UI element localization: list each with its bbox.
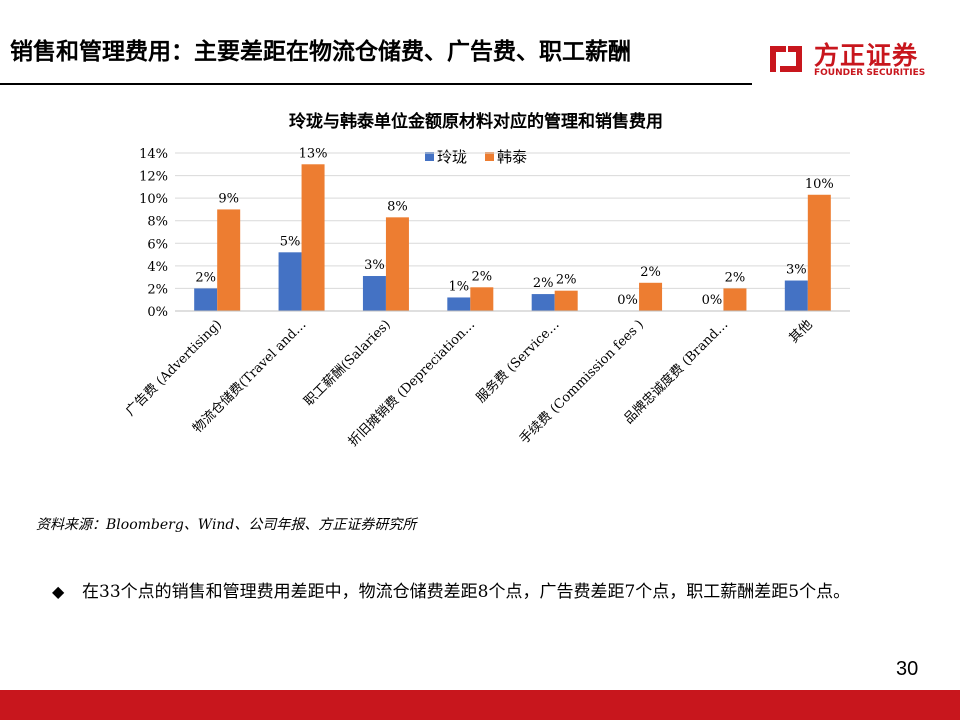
data-label: 9% (218, 191, 239, 206)
data-label: 0% (702, 293, 723, 308)
data-label: 3% (364, 258, 385, 273)
y-tick-label: 10% (139, 192, 168, 207)
chart-bars: 2%5%3%1% 2%0% 0%3%9%13%8%2% 2%2% 2%10% (194, 146, 834, 311)
x-axis: 广告费 (Advertising)物流仓储费(Travel and…职工薪酬(S… (123, 310, 850, 450)
data-label: 3% (786, 263, 807, 278)
data-label: 2% (472, 269, 493, 284)
y-tick-label: 4% (147, 260, 168, 275)
data-label: 2% (556, 273, 577, 288)
data-label: 1% (449, 279, 470, 294)
bar-linglong (447, 297, 471, 311)
bar-linglong (194, 288, 218, 311)
bar-hantai (554, 290, 578, 311)
y-axis: 0% 2% 4% 6% 8% 10% 12% 14% (139, 147, 168, 320)
y-tick-label: 2% (147, 282, 168, 297)
bar-hantai (639, 282, 663, 311)
bar-chart: 玲珑与韩泰单位金额原材料对应的管理和销售费用 玲珑 韩泰 0%2%4%6%8%10… (123, 111, 850, 450)
legend-swatch (425, 152, 434, 161)
y-tick-label: 0% (147, 305, 168, 320)
page-number: 30 (896, 658, 919, 680)
x-tick-label: 其他 (787, 317, 816, 346)
bar-linglong (362, 276, 386, 311)
data-label: 10% (805, 177, 834, 192)
bar-hantai (807, 194, 831, 311)
bullet-text: 在33个点的销售和管理费用差距中，物流仓储费差距8个点，广告费差距7个点，职工薪… (82, 582, 851, 602)
legend-label: 韩泰 (497, 148, 527, 166)
data-label: 2% (640, 265, 661, 280)
data-label: 2% (195, 270, 216, 285)
logo-text-cn: 方正证券 (814, 41, 919, 70)
bar-linglong (784, 280, 808, 311)
data-label: 2% (533, 276, 554, 291)
y-tick-label: 8% (147, 215, 168, 230)
logo-text-en: FOUNDER SECURITIES (814, 68, 926, 78)
bar-hantai (385, 217, 409, 311)
bar-hantai (470, 287, 494, 311)
title-divider (0, 83, 752, 85)
legend-swatch (485, 152, 494, 161)
diamond-bullet-icon: ◆ (52, 582, 65, 601)
data-label: 0% (617, 293, 638, 308)
bar-linglong (278, 252, 302, 311)
slide-title: 销售和管理费用：主要差距在物流仓储费、广告费、职工薪酬 (10, 39, 631, 65)
chart-gridlines (175, 152, 850, 312)
legend-label: 玲珑 (437, 148, 467, 166)
y-tick-label: 14% (139, 147, 168, 162)
data-label: 13% (299, 146, 328, 161)
bullet-point: ◆ 在33个点的销售和管理费用差距中，物流仓储费差距8个点，广告费差距7个点，职… (52, 576, 892, 608)
y-tick-label: 12% (139, 170, 168, 185)
data-label: 2% (725, 270, 746, 285)
footer-bar (0, 690, 960, 720)
chart-title: 玲珑与韩泰单位金额原材料对应的管理和销售费用 (289, 111, 663, 132)
source-note: 资料来源：Bloomberg、Wind、公司年报、方正证券研究所 (36, 517, 417, 533)
founder-securities-logo: 方正证券 FOUNDER SECURITIES (766, 36, 946, 84)
y-tick-label: 6% (147, 237, 168, 252)
bar-hantai (217, 209, 241, 311)
data-label: 5% (280, 234, 301, 249)
bar-hantai (301, 164, 325, 311)
x-tick-label: 职工薪酬(Salaries) (302, 317, 394, 409)
x-tick-label: 服务费 (Service… (473, 317, 562, 406)
bar-linglong (531, 294, 555, 311)
bar-hantai (723, 288, 747, 311)
data-label: 8% (387, 199, 408, 214)
x-tick-label: 广告费 (Advertising) (123, 317, 225, 419)
chart-legend: 玲珑 韩泰 (425, 148, 527, 166)
founder-logo-icon (770, 46, 802, 72)
